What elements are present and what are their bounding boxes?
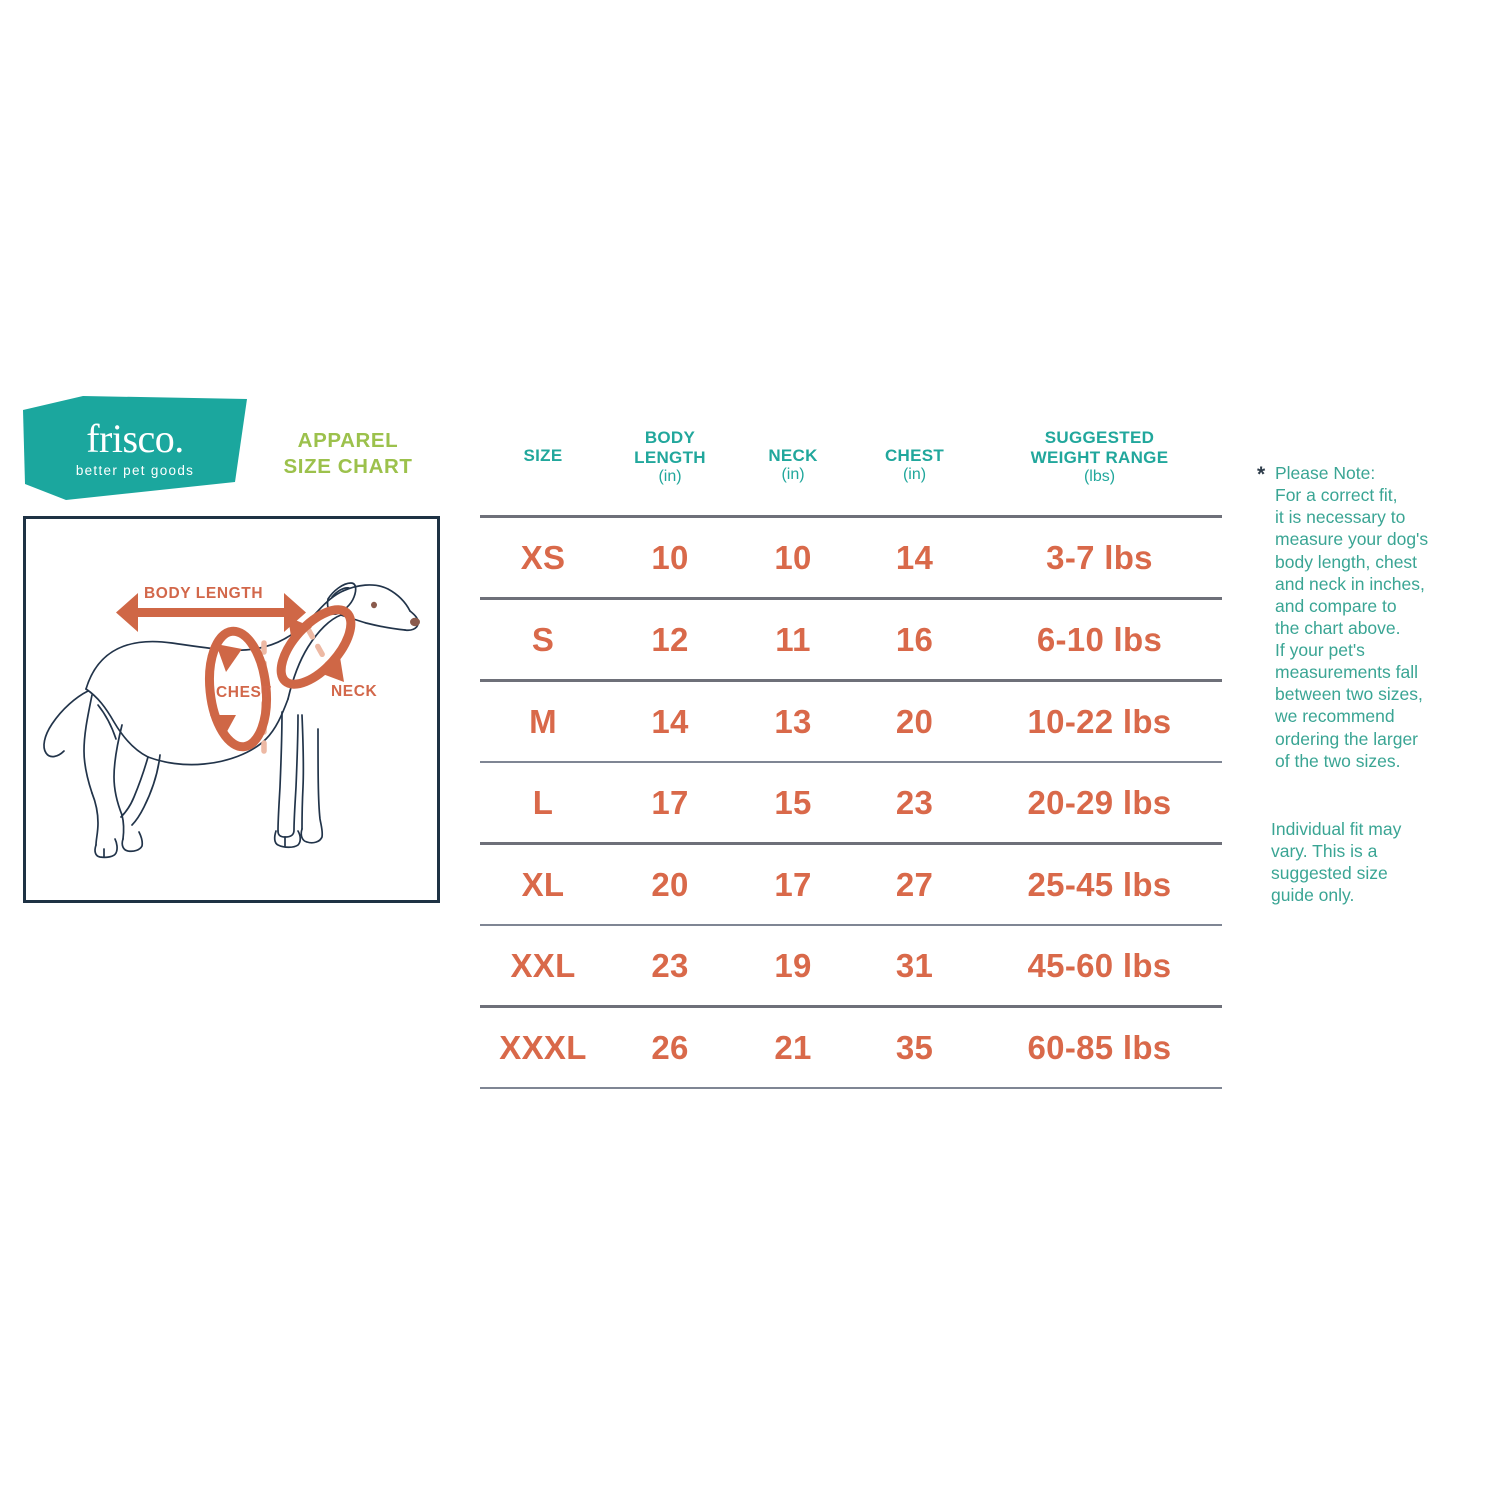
neck-arrow-out <box>320 657 344 682</box>
cell-size: L <box>532 784 554 821</box>
divider-row <box>480 679 1222 682</box>
note-text: Please Note: For a correct fit, it is ne… <box>1275 463 1429 771</box>
note-secondary-text: Individual fit may vary. This is a sugge… <box>1271 819 1402 906</box>
column-header-suggested-weight-range: SUGGESTED WEIGHT RANGE (lbs) <box>977 428 1222 487</box>
cell-weight: 3-7 lbs <box>1046 539 1153 576</box>
unit-neck: (in) <box>781 466 805 484</box>
frisco-logo: frisco. better pet goods <box>23 396 247 500</box>
table-row: XS 10 10 14 3-7 lbs <box>480 518 1222 597</box>
cell-chest: 14 <box>895 539 934 576</box>
label-chest: CHEST <box>216 684 272 701</box>
cell-body-length: 26 <box>651 1029 689 1066</box>
column-header-body-length: BODY LENGTH (in) <box>606 428 734 487</box>
unit-chest: (in) <box>902 466 927 484</box>
dog-measurement-diagram <box>23 516 440 903</box>
cell-weight: 10-22 lbs <box>1027 703 1172 740</box>
table-row: XXXL 26 21 35 60-85 lbs <box>480 1008 1222 1087</box>
asterisk-marker: * <box>1257 463 1266 486</box>
page-title: APPAREL SIZE CHART <box>258 428 438 480</box>
cell-neck: 15 <box>774 784 812 821</box>
dog-eye <box>371 601 377 609</box>
cell-body-length: 17 <box>651 784 689 821</box>
chest-arrow-up <box>210 715 236 737</box>
divider-bottom <box>480 1087 1222 1089</box>
cell-neck: 17 <box>774 866 812 903</box>
cell-body-length: 10 <box>651 539 689 576</box>
divider-row <box>480 1005 1222 1008</box>
please-note-block: * Please Note: For a correct fit, it is … <box>1257 462 1473 772</box>
divider-header <box>480 515 1222 518</box>
cell-chest: 23 <box>895 784 934 821</box>
cell-weight: 60-85 lbs <box>1027 1029 1172 1066</box>
divider-row <box>480 842 1222 845</box>
cell-neck: 10 <box>774 539 812 576</box>
unit-weight: (lbs) <box>1083 468 1116 486</box>
logo-tagline: better pet goods <box>75 463 195 478</box>
label-body-length: BODY LENGTH <box>144 585 264 602</box>
logo-banner-shape <box>23 396 247 500</box>
cell-size: XL <box>521 866 565 903</box>
cell-weight: 20-29 lbs <box>1027 784 1172 821</box>
table-row: S 12 11 16 6-10 lbs <box>480 600 1222 679</box>
chest-arrow-down <box>216 644 242 672</box>
cell-weight: 6-10 lbs <box>1036 621 1163 658</box>
neck-arrow-in <box>288 617 312 643</box>
dog-nose <box>410 617 420 627</box>
cell-chest: 27 <box>895 866 934 903</box>
unit-body-length: (in) <box>658 468 682 486</box>
cell-size: M <box>529 703 557 740</box>
divider-row <box>480 761 1222 763</box>
logo-wordmark: frisco. <box>86 416 184 461</box>
cell-size: XS <box>520 539 566 576</box>
column-header-size: SIZE <box>523 446 563 465</box>
table-row: L 17 15 23 20-29 lbs <box>480 763 1222 842</box>
cell-neck: 21 <box>774 1029 812 1066</box>
cell-size: XXL <box>510 947 576 984</box>
cell-neck: 13 <box>774 703 812 740</box>
cell-size: S <box>531 621 555 658</box>
cell-body-length: 14 <box>651 703 689 740</box>
cell-weight: 45-60 lbs <box>1027 947 1172 984</box>
cell-chest: 20 <box>895 703 934 740</box>
column-header-neck: NECK (in) <box>734 446 852 485</box>
divider-row <box>480 924 1222 926</box>
column-header-chest: CHEST (in) <box>852 446 977 485</box>
cell-chest: 16 <box>895 621 934 658</box>
divider-row <box>480 597 1222 600</box>
cell-body-length: 20 <box>651 866 689 903</box>
cell-body-length: 12 <box>651 621 689 658</box>
apparel-size-table: SIZE BODY LENGTH (in) NECK (in) CHEST (i… <box>480 428 1222 1089</box>
cell-chest: 35 <box>895 1029 934 1066</box>
table-header-row: SIZE BODY LENGTH (in) NECK (in) CHEST (i… <box>480 428 1222 515</box>
cell-size: XXXL <box>499 1029 587 1066</box>
table-row: M 14 13 20 10-22 lbs <box>480 682 1222 761</box>
table-row: XXL 23 19 31 45-60 lbs <box>480 926 1222 1005</box>
cell-neck: 19 <box>774 947 812 984</box>
dog-diagram-illustration <box>43 582 420 859</box>
cell-weight: 25-45 lbs <box>1027 866 1172 903</box>
cell-chest: 31 <box>895 947 934 984</box>
title-line-1: APPAREL <box>297 429 399 452</box>
table-row: XL 20 17 27 25-45 lbs <box>480 845 1222 924</box>
cell-neck: 11 <box>775 621 811 658</box>
label-neck: NECK <box>331 683 378 700</box>
chest-measure-loop <box>205 626 271 752</box>
cell-body-length: 23 <box>651 947 689 984</box>
title-line-2: SIZE CHART <box>283 455 413 479</box>
